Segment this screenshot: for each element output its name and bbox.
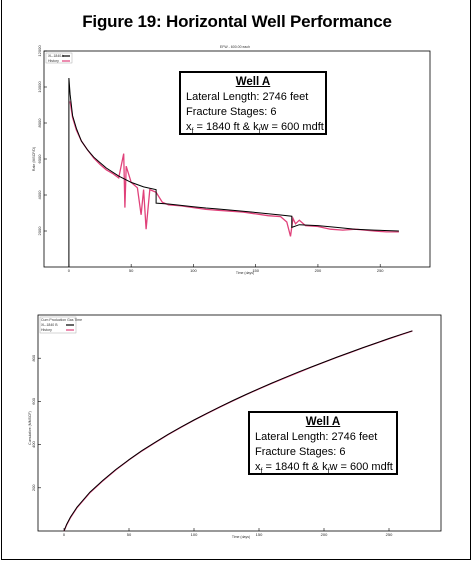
bottom-legend-history: History: [41, 328, 52, 332]
bottom-info-box: Well A Lateral Length: 2746 feet Fractur…: [248, 411, 398, 475]
top-info-box: Well A Lateral Length: 2746 feet Fractur…: [179, 71, 327, 135]
top-x-tick-label: 100: [190, 268, 197, 273]
top-info-stages: Fracture Stages: 6: [186, 106, 277, 118]
top-x-tick-label: 0: [68, 268, 71, 273]
bottom-ylabel: Cumulative (MMSCF): [28, 411, 32, 445]
bottom-x-tick-label: 0: [63, 532, 66, 537]
top-legend-history: History: [48, 59, 59, 63]
top-axes: 0 50 100 150 200 250 2000 4000 6000 8000 10000 1200…: [37, 45, 384, 273]
top-header-label: EFW - 600.00 each: [220, 45, 250, 49]
bottom-info-lateral: Lateral Length: 2746 feet: [255, 431, 378, 443]
top-y-tick-label: 12000: [37, 45, 42, 57]
top-info-title: Well A: [235, 76, 271, 88]
bottom-info-fracture: xf = 1840 ft & kfw = 600 mdft: [255, 461, 393, 476]
bottom-legend-title: Cum Production Gas Time: [41, 318, 82, 322]
top-info-lateral: Lateral Length: 2746 feet: [186, 91, 309, 103]
bottom-series-model: [63, 330, 413, 532]
bottom-info-stages: Fracture Stages: 6: [255, 446, 346, 458]
top-y-tick-label: 10000: [37, 81, 42, 93]
bottom-x-tick-label: 200: [321, 532, 328, 537]
top-x-tick-label: 50: [129, 268, 134, 273]
top-x-tick-label: 250: [377, 268, 384, 273]
bottom-axes: 0 50 100 150 200 250 200 400 600 800: [31, 354, 393, 537]
bottom-y-tick-label: 200: [31, 484, 36, 491]
top-series: [68, 77, 399, 267]
bottom-xlabel: Time (days): [232, 535, 250, 539]
top-legend-model: XL-1840-b: [48, 54, 64, 58]
top-y-tick-label: 2000: [37, 226, 42, 236]
top-ylabel: Rate (MSCF/D): [32, 147, 36, 171]
figure-title: Figure 19: Horizontal Well Performance: [82, 12, 392, 31]
bottom-y-tick-label: 600: [31, 397, 36, 404]
bottom-series: [63, 330, 413, 532]
top-x-tick-label: 200: [315, 268, 322, 273]
top-y-tick-label: 4000: [37, 190, 42, 200]
top-series-model: [68, 77, 399, 267]
top-y-tick-label: 8000: [37, 118, 42, 128]
top-y-tick-label: 6000: [37, 154, 42, 164]
bottom-x-tick-label: 250: [386, 532, 393, 537]
bottom-x-tick-label: 150: [256, 532, 263, 537]
bottom-info-title: Well A: [305, 416, 341, 428]
top-info-fracture: xf = 1840 ft & kfw = 600 mdft: [186, 121, 324, 136]
top-x-tick-label: 150: [252, 268, 259, 273]
bottom-y-tick-label: 400: [31, 440, 36, 447]
bottom-legend-model: XL-1840 B: [41, 323, 58, 327]
bottom-y-tick-label: 800: [31, 354, 36, 361]
top-legend: XL-1840-b History: [45, 52, 73, 64]
bottom-x-tick-label: 50: [127, 532, 132, 537]
bottom-legend: Cum Production Gas Time XL-1840 B Histor…: [39, 316, 82, 334]
bottom-x-tick-label: 100: [191, 532, 198, 537]
top-xlabel: Time (days): [236, 271, 254, 275]
